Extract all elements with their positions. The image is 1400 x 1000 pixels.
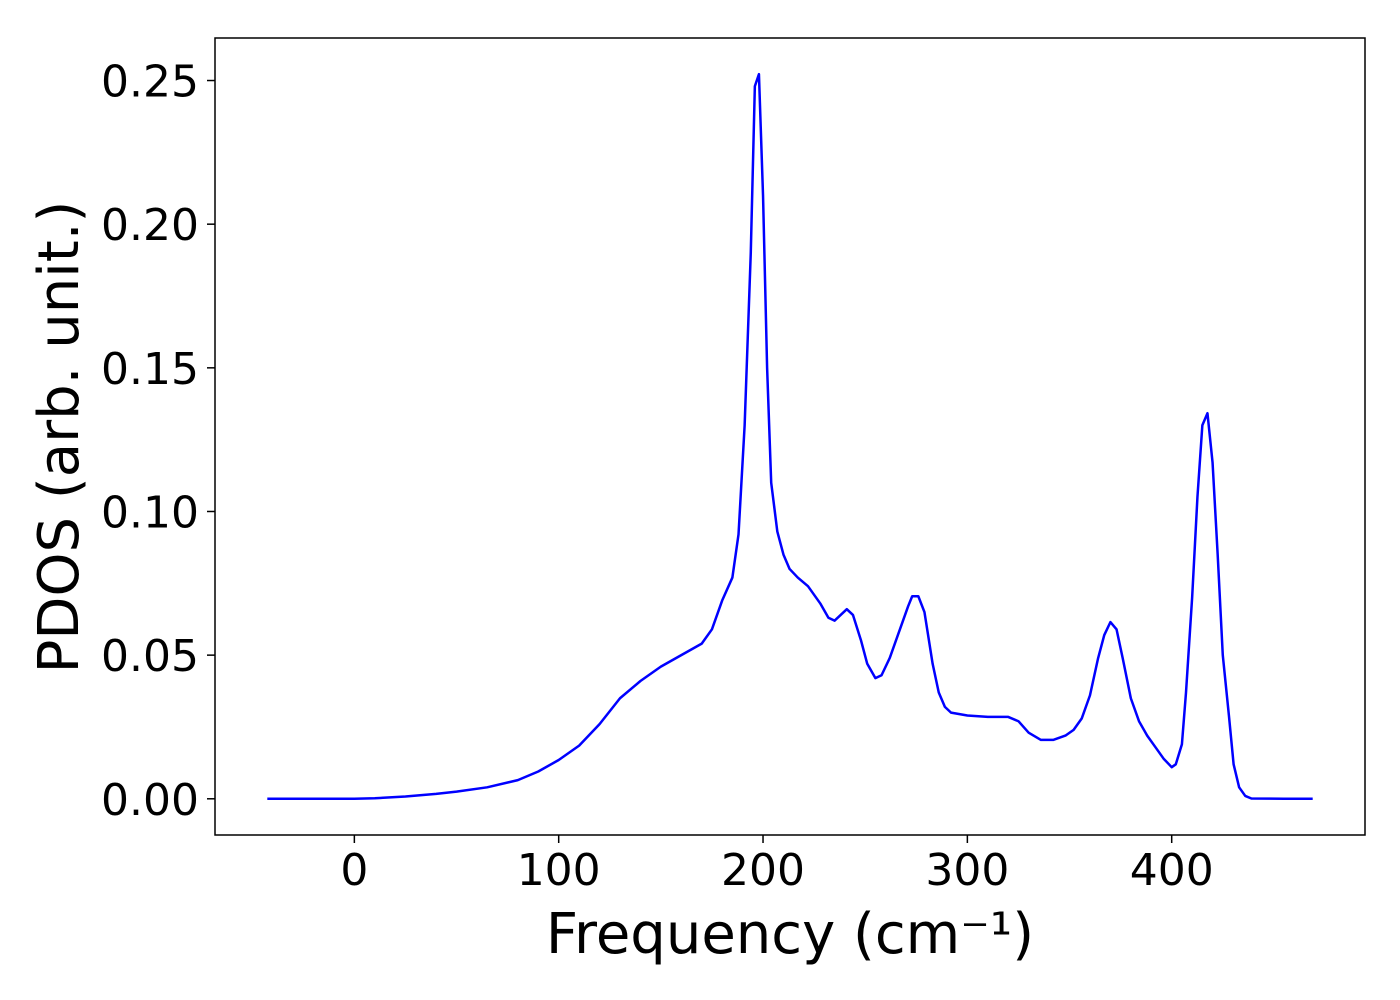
y-tick-label: 0.25 (101, 57, 199, 108)
y-tick-label: 0.15 (101, 344, 199, 395)
y-tick-label: 0.20 (101, 200, 199, 251)
y-tick-label: 0.10 (101, 487, 199, 538)
x-axis-label: Frequency (cm⁻¹) (546, 902, 1034, 967)
x-tick-label: 300 (925, 845, 1009, 896)
x-tick-label: 0 (340, 845, 368, 896)
y-tick-label: 0.00 (101, 775, 199, 826)
x-tick-label: 200 (721, 845, 805, 896)
data-line (267, 72, 1313, 801)
x-tick-label: 400 (1130, 845, 1214, 896)
y-axis-label: PDOS (arb. unit.) (27, 201, 92, 674)
x-tick-label: 100 (517, 845, 601, 896)
plot-frame (214, 37, 1366, 836)
y-tick-label: 0.05 (101, 631, 199, 682)
